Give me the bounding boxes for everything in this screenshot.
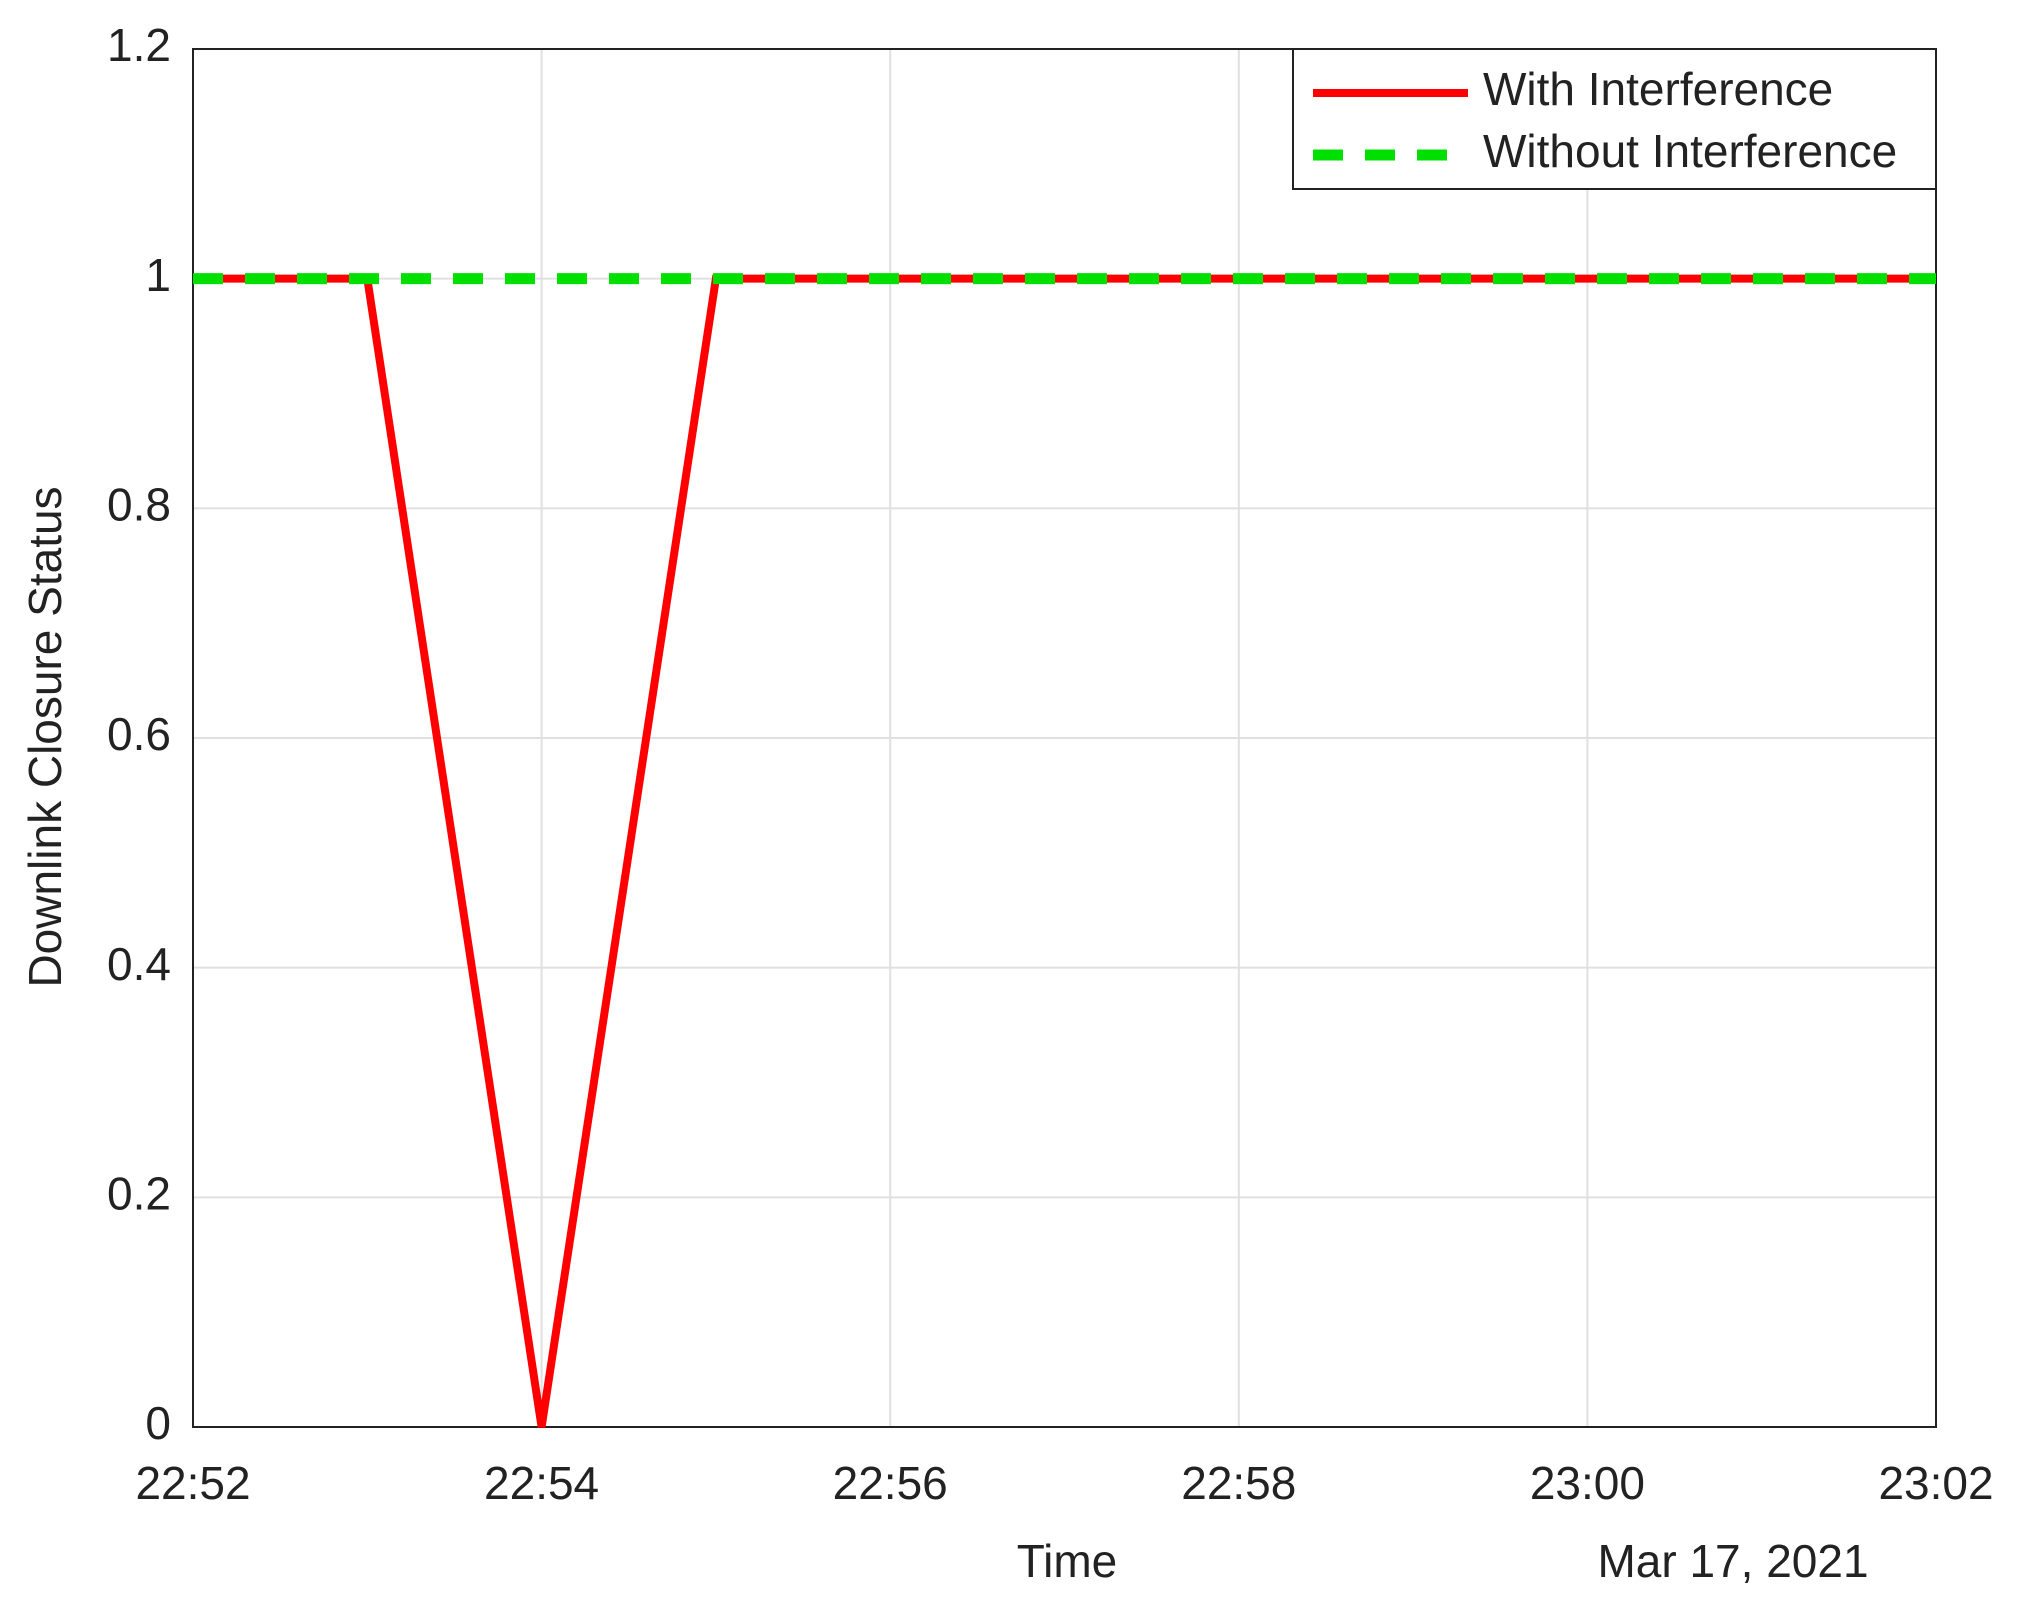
y-tick-label: 1: [145, 249, 171, 301]
x-date-label: Mar 17, 2021: [1597, 1535, 1868, 1587]
y-axis-label: Downlink Closure Status: [19, 486, 71, 987]
x-tick-label: 22:58: [1181, 1457, 1296, 1509]
y-tick-label: 0.4: [107, 938, 171, 990]
y-tick-label: 0.2: [107, 1167, 171, 1219]
x-tick-label: 23:02: [1878, 1457, 1993, 1509]
y-tick-label: 1.2: [107, 19, 171, 71]
x-tick-label: 22:52: [135, 1457, 250, 1509]
x-tick-label: 23:00: [1530, 1457, 1645, 1509]
y-tick-label: 0.8: [107, 478, 171, 530]
legend-box: [1292, 48, 1937, 190]
y-tick-label: 0: [145, 1397, 171, 1449]
legend-label: With Interference: [1483, 63, 1833, 115]
y-tick-label: 0.6: [107, 708, 171, 760]
x-axis-label: Time: [1017, 1535, 1118, 1587]
legend-label: Without Interference: [1483, 125, 1897, 177]
plot-frame: [192, 48, 1937, 1428]
x-tick-label: 22:56: [833, 1457, 948, 1509]
x-tick-label: 22:54: [484, 1457, 599, 1509]
